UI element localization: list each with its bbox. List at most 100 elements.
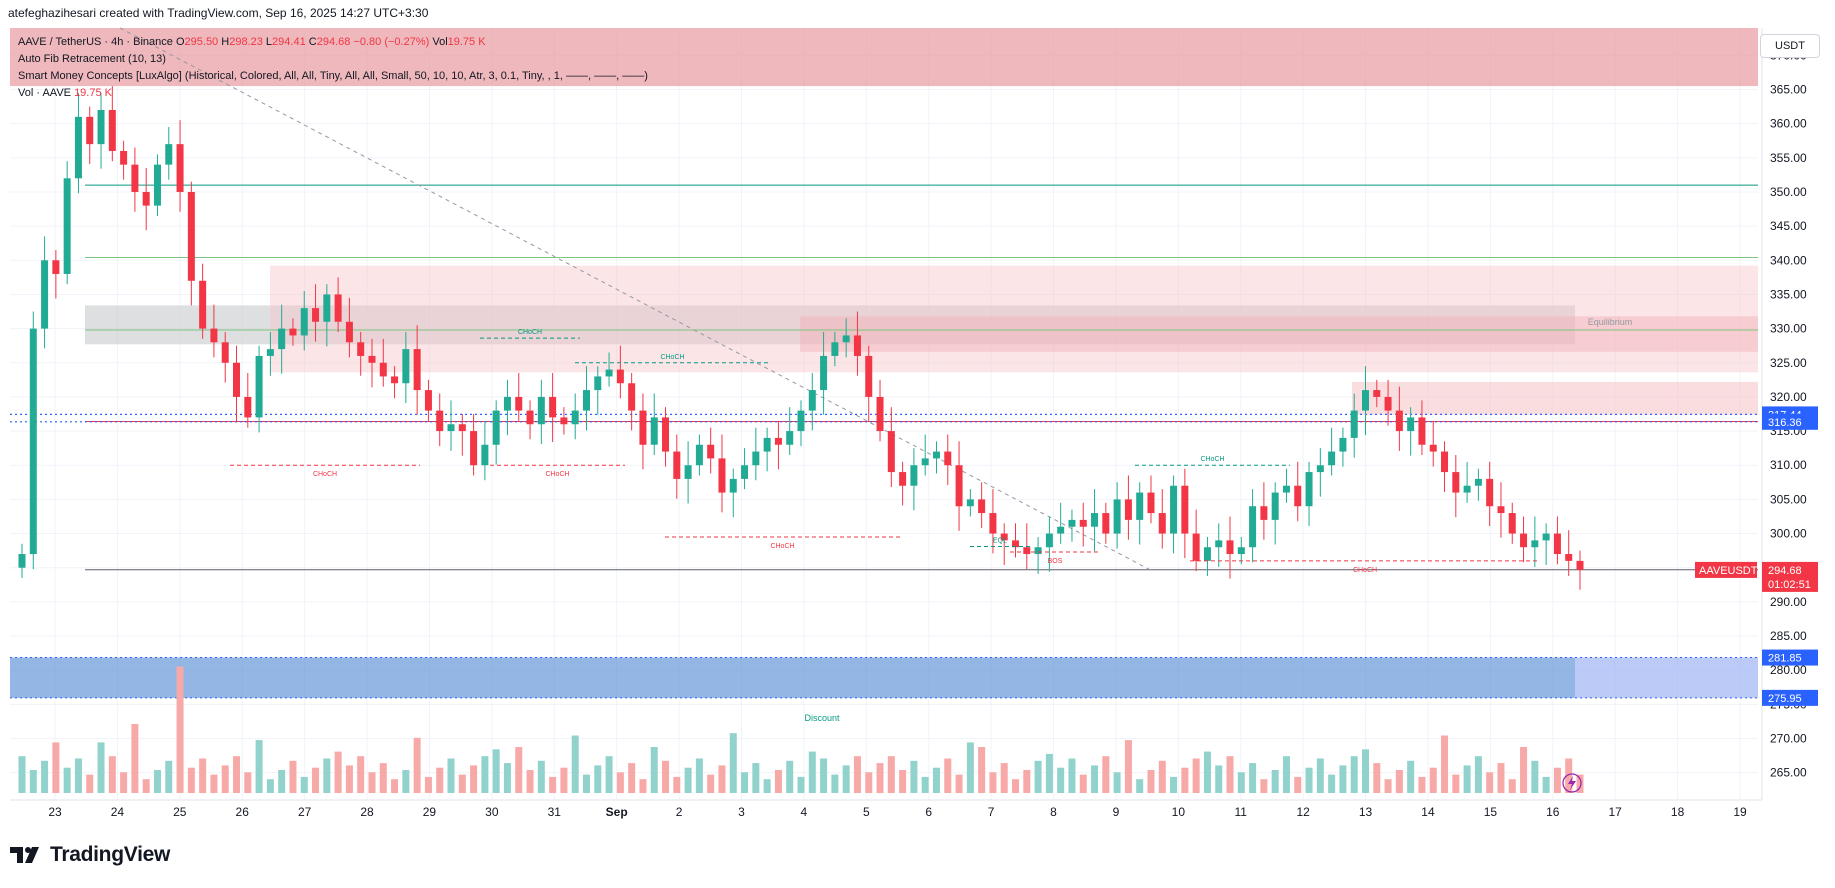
time-tick-label: 25 <box>173 805 187 819</box>
volume-bar <box>334 751 342 793</box>
candle-body <box>187 191 195 281</box>
volume-bar <box>52 742 60 793</box>
volume-bar <box>391 779 399 793</box>
structure-label: EQL <box>993 538 1007 545</box>
candle-body <box>560 417 568 425</box>
candle-body <box>1520 533 1528 548</box>
legend-symbol-row[interactable]: AAVE / TetherUS · 4h · Binance O295.50 H… <box>18 34 648 51</box>
volume-bar <box>1350 756 1358 793</box>
change-value: −0.80 (−0.27%) <box>353 36 430 48</box>
time-tick-label: 27 <box>298 805 312 819</box>
volume-bar <box>1429 767 1437 793</box>
candle-body <box>515 396 523 411</box>
legend-smc-row[interactable]: Smart Money Concepts [LuxAlgo] (Historic… <box>18 70 648 82</box>
volume-bar <box>108 756 116 793</box>
volume-bar <box>74 758 82 793</box>
volume-bar <box>1553 767 1561 793</box>
volume-bar <box>1508 779 1516 793</box>
volume-bar <box>628 763 636 793</box>
volume-bar <box>1147 770 1155 793</box>
candle-body <box>266 349 274 356</box>
time-tick-label: 6 <box>925 805 932 819</box>
structure-label: CHoCH <box>1200 456 1224 463</box>
candle-body <box>142 191 150 206</box>
time-tick-label: 2 <box>676 805 683 819</box>
price-tick-label: 345.00 <box>1770 219 1807 233</box>
time-tick-label: 10 <box>1172 805 1186 819</box>
volume-bar <box>808 751 816 793</box>
candle-body <box>221 342 229 363</box>
candle-body <box>334 294 342 322</box>
candle-body <box>413 349 421 391</box>
candle-body <box>842 335 850 343</box>
candle-body <box>402 349 410 384</box>
candle-body <box>1474 478 1482 486</box>
volume-bar <box>1034 760 1042 793</box>
candle-body <box>458 424 466 432</box>
volume-bar <box>176 666 184 793</box>
volume-bar <box>1045 753 1053 793</box>
volume-bar <box>1305 767 1313 793</box>
candle-body <box>571 410 579 425</box>
volume-bar <box>29 770 37 793</box>
volume-bar <box>1237 772 1245 793</box>
candle-body <box>1102 513 1110 534</box>
candle-body <box>526 410 534 425</box>
order-block <box>800 316 1758 352</box>
volume-bar <box>470 765 478 793</box>
volume-bar <box>357 756 365 793</box>
candle-body <box>1260 506 1268 520</box>
countdown-text: 01:02:51 <box>1768 579 1811 591</box>
credit-line: atefeghazihesari created with TradingVie… <box>8 6 429 20</box>
candle-body <box>1192 533 1200 561</box>
volume-bar <box>1102 756 1110 793</box>
candle-body <box>639 410 647 445</box>
volume-bar <box>368 772 376 793</box>
structure-label: CHoCH <box>660 354 684 361</box>
candle-body <box>910 465 918 486</box>
time-tick-label: 19 <box>1733 805 1747 819</box>
candle-body <box>1316 465 1324 473</box>
order-block <box>1352 381 1758 415</box>
currency-button[interactable]: USDT <box>1760 34 1820 58</box>
volume-bar <box>1395 770 1403 793</box>
discount-zone <box>10 657 1575 698</box>
candle-body <box>955 465 963 507</box>
volume-bar <box>582 774 590 793</box>
candle-body <box>1012 540 1020 548</box>
candle-body <box>108 109 116 151</box>
volume-bar <box>481 756 489 793</box>
candle-body <box>199 280 207 329</box>
candle-body <box>52 260 60 274</box>
candle-body <box>131 164 139 192</box>
volume-bar <box>1012 779 1020 793</box>
candle-body <box>1249 506 1257 548</box>
price-badge <box>1762 689 1818 706</box>
volume-bar <box>707 774 715 793</box>
volume-bar <box>549 776 557 793</box>
candle-body <box>1203 547 1211 561</box>
volume-bar <box>1023 770 1031 793</box>
candle-body <box>673 451 681 479</box>
candle-body <box>1294 485 1302 507</box>
candle-body <box>820 355 828 391</box>
volume-bar <box>1339 765 1347 793</box>
volume-bar <box>1452 774 1460 793</box>
legend-fib-row[interactable]: Auto Fib Retracement (10, 13) <box>18 53 166 65</box>
candle-body <box>447 424 455 432</box>
candle-body <box>1057 526 1065 534</box>
legend-vol-row[interactable]: Vol · AAVE 19.75 K <box>18 85 648 102</box>
volume-bar <box>244 772 252 793</box>
time-tick-label: 11 <box>1235 805 1248 819</box>
candle-body <box>1023 547 1031 555</box>
volume-bar <box>1192 758 1200 793</box>
price-tick-label: 325.00 <box>1770 356 1807 370</box>
time-tick-label: 15 <box>1484 805 1498 819</box>
candle-body <box>503 396 511 411</box>
volume-bar <box>1249 763 1257 793</box>
candle-body <box>312 308 320 322</box>
tradingview-logo[interactable]: TradingView <box>10 843 170 867</box>
volume-bar <box>1068 758 1076 793</box>
